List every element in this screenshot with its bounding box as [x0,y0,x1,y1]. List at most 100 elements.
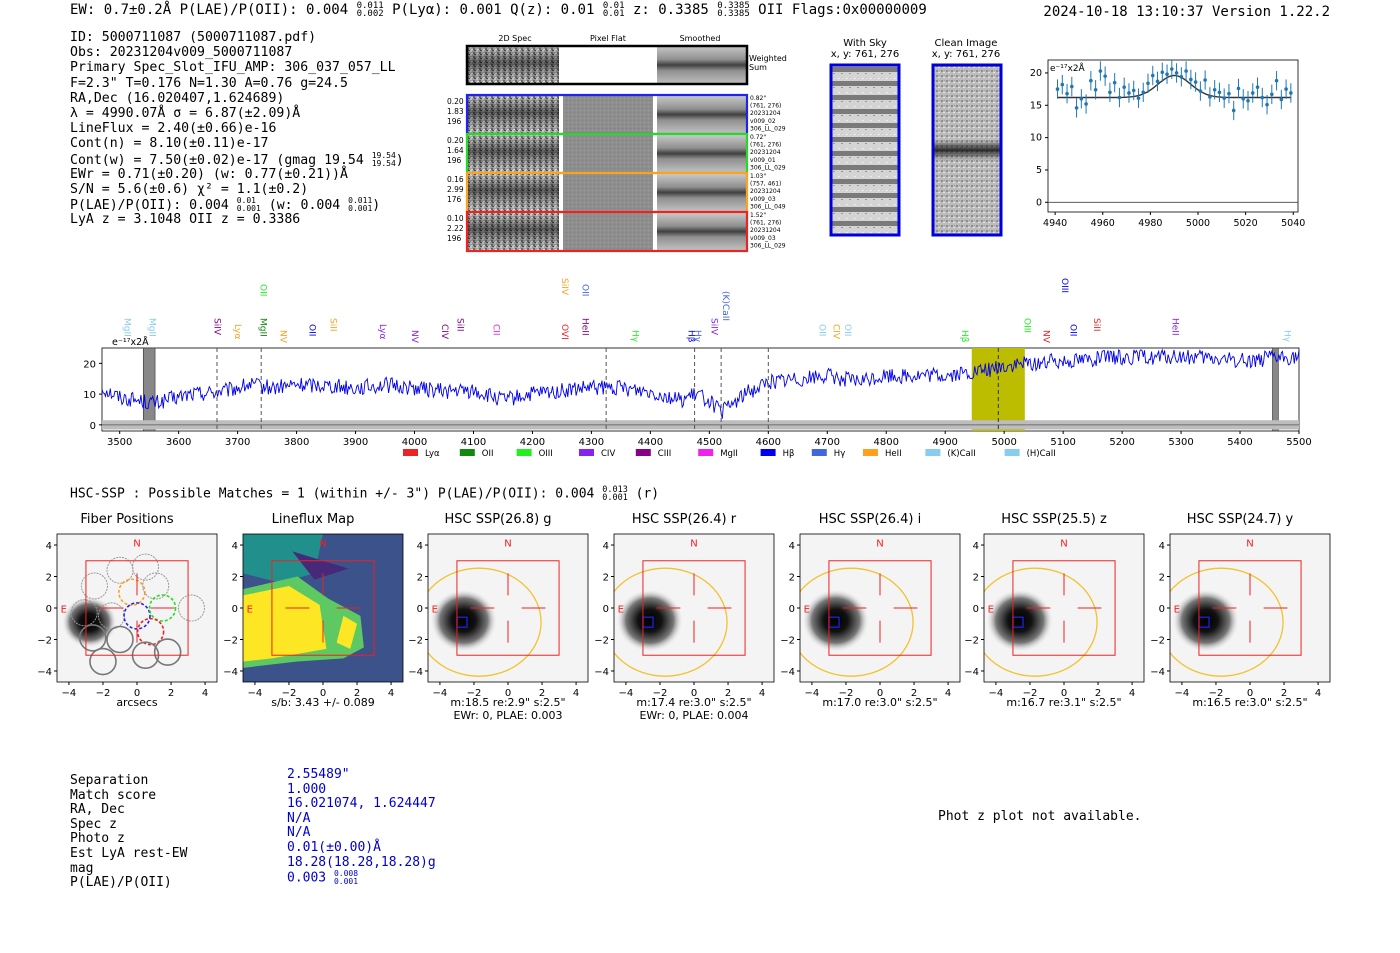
cutout-row-left-value: 2.99 [447,185,464,194]
summary-label: Photo z [70,831,125,847]
cutout-row-left-value: 0.20 [447,97,464,106]
fit-ytick-label: 20 [1030,68,1042,79]
hsc-title-sup: 0.013 [602,485,628,495]
imaging-panel: Lineflux Map N E −4 −4 −2 −2 0 0 2 2 4 4 s/b: 3.43 +/… [213,510,413,725]
fit-data-point [1174,71,1179,75]
fit-axes: 4940 4960 4980 5000 5020 5040 0 5 10 15 20 e⁻¹⁷x2Å [1030,59,1305,229]
hsc-title-end: (r) [627,486,660,502]
header-ew-plae: EW: 0.7±0.2Å P(LAE)/P(OII): 0.004 [70,2,357,18]
fit-frame [1047,59,1299,213]
summary-value: N/A [287,810,311,826]
cutout-2d-trace [467,173,559,212]
spectrum-axes: 3500 3600 3700 3800 3900 4000 4100 4200 4300 4400… [83,336,1311,448]
fit-data-point [1093,87,1098,92]
header-flags: OII Flags:0x00000009 [749,2,927,18]
fit-model-curve [1057,74,1291,99]
panel-ytick-label: 2 [232,573,238,584]
summary-value: 0.01(±0.00)Å [287,839,381,855]
cutout-row-right-value: 0.72" [750,134,766,141]
legend-swatch [459,449,475,456]
cutout-row-right-value: 20231204 [750,188,781,195]
panel-ytick-label: −4 [594,667,609,678]
fit-data-point [1231,108,1236,113]
lineflux-region-purple [292,551,349,580]
spec-xtick-label: 3700 [225,437,250,448]
spec-xtick-label: 4900 [932,437,957,448]
imaging-panel-caption: s/b: 3.43 +/- 0.089 [238,696,408,709]
fit-xtick-label: 5020 [1234,218,1258,229]
spec-xtick-label: 4000 [402,437,427,448]
spectral-line-label: Hβ [959,330,969,343]
panel-ytick-label: −2 [964,635,979,646]
galaxy-image [985,588,1054,653]
fit-data-point [1265,102,1269,107]
fit-ytick-label: 5 [1036,165,1042,176]
panel-ytick-label: 2 [603,573,609,584]
panel-xtick-label: −2 [839,688,854,699]
panel-xtick-label: 2 [1281,688,1287,699]
galaxy-image [1171,588,1240,653]
panel-xtick-label: −4 [619,688,634,699]
imaging-panel: HSC SSP(26.8) g N E −4 −4 −2 −2 0 0 2 2 4 4 m:18.5 re… [398,510,598,725]
legend-label: OII [482,449,494,459]
summary-label: Separation [70,773,149,788]
panel-xtick-label: 0 [691,688,697,699]
info-plae-w-sup: 0.011 [348,196,373,206]
panel-ytick-label: 4 [417,541,423,552]
info-contw-text: Cont(w) = 7.50(±0.02)e-17 (gmag 19.54 [70,152,372,168]
info-plae-sup: 0.01 [236,196,256,206]
spectral-line-label: Hβ [686,330,696,343]
summary-label: mag [70,860,94,876]
east-label: E [1174,605,1180,616]
clean-image-trace [933,65,1001,235]
panel-ytick-label: 0 [1159,604,1165,615]
summary-label: Est LyA rest-EW [70,845,188,861]
legend-swatch [403,449,418,456]
legend-swatch [863,449,878,456]
summary-label: RA, Dec [70,802,125,818]
detection-info: ID: 5000711087 (5000711087.pdf) Obs: 202… [70,30,404,227]
info-contw: Cont(w) = 7.50(±0.02)e-17 (gmag 19.54 19… [70,151,404,168]
fit-data-point [1170,67,1174,71]
spec-xtick-label: 3800 [284,437,309,448]
panel-xtick-label: 0 [1061,688,1067,699]
panel-ytick-label: −4 [223,667,238,678]
north-label: N [319,539,326,550]
spectral-line-label: NV [1041,330,1051,344]
info-contw-sub: 19.54 [371,158,396,168]
summary-value: 0.003 0.008 0.001 [287,869,359,887]
fit-data-point [1165,72,1169,77]
hsc-title-sub: 0.001 [602,493,628,503]
north-label: N [504,539,511,550]
legend-label: CIII [658,449,671,459]
info-plae-w-sub: 0.001 [348,204,373,214]
clean-image-title: Clean Image x, y: 761, 276 [926,38,1006,60]
summary-value: 16.021074, 1.624447 [287,796,436,812]
fiber-circle [132,553,160,581]
legend-entry: OII [459,449,494,459]
legend-label: HeII [885,449,902,459]
spec-xtick-label: 4600 [756,437,781,448]
spectral-line-label: MgII [257,318,267,337]
wsum-smooth [657,46,747,84]
summary-label: Match score [70,787,157,803]
imaging-panel-title: HSC SSP(24.7) y [1186,512,1294,527]
summary-value: 2.55489" [287,767,350,782]
spectral-line-label: SiIV [211,318,221,336]
fit-data-point [1193,80,1198,84]
galaxy-image [801,588,870,653]
info-sn: S/N = 5.6(±0.6) χ² = 1.1(±0.2) [70,181,309,197]
cutout-row-right-value: (757, 461) [750,181,781,188]
legend-entry: CIII [635,449,671,459]
panel-xtick-label: −2 [96,688,111,699]
panel-xtick-label: 2 [539,688,545,699]
cutout-row-right-value: 1.03" [750,173,766,180]
cutout-row-right-value: 20231204 [750,227,781,234]
fit-data-point [1131,88,1136,93]
imaging-panel-caption: arcsecs [52,696,222,709]
weighted-sum-row: Weighted Sum [465,44,787,86]
info-primary: Primary Spec_Slot_IFU_AMP: 306_037_057_L… [70,60,396,76]
caption-line-1: m:18.5 re:2.9" s:2.5" [450,696,566,709]
